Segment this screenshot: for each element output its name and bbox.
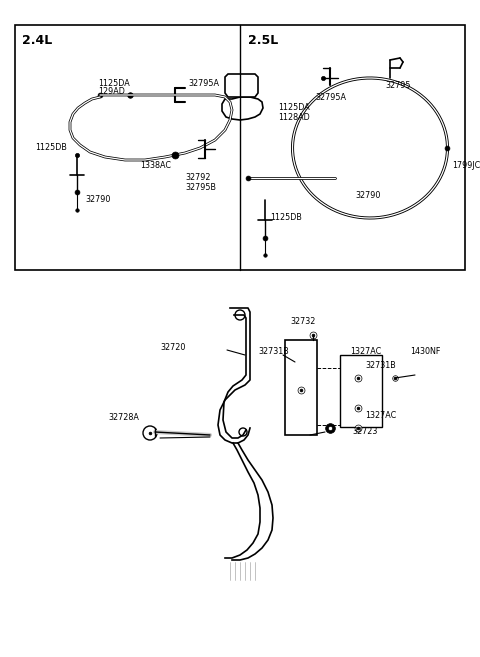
Text: 1125DB: 1125DB bbox=[35, 143, 67, 152]
Text: 32790: 32790 bbox=[355, 191, 380, 200]
Bar bbox=[15, 25, 465, 270]
Text: 32728A: 32728A bbox=[108, 413, 139, 422]
Text: 2.4L: 2.4L bbox=[22, 34, 52, 47]
Text: 1125DA: 1125DA bbox=[98, 78, 130, 87]
Text: 1125DB: 1125DB bbox=[270, 214, 302, 223]
Text: 2.5L: 2.5L bbox=[248, 34, 278, 47]
Text: 1338AC: 1338AC bbox=[140, 160, 171, 170]
Text: 1327AC: 1327AC bbox=[350, 348, 381, 357]
Text: 32732: 32732 bbox=[290, 317, 315, 327]
Text: 1125DA: 1125DA bbox=[278, 104, 310, 112]
Text: 32795A: 32795A bbox=[188, 78, 219, 87]
Text: 32792: 32792 bbox=[185, 173, 211, 183]
Text: 32795B: 32795B bbox=[185, 183, 216, 193]
Text: 32795A: 32795A bbox=[315, 93, 346, 102]
Text: 129AD: 129AD bbox=[98, 87, 125, 97]
Text: 32723: 32723 bbox=[352, 428, 377, 436]
Text: 32731B: 32731B bbox=[258, 348, 289, 357]
Polygon shape bbox=[225, 74, 258, 97]
Text: 32795: 32795 bbox=[385, 81, 410, 89]
Text: 1327AC: 1327AC bbox=[365, 411, 396, 420]
Text: 1799JC: 1799JC bbox=[452, 160, 480, 170]
Bar bbox=[285, 340, 317, 435]
Text: 1430NF: 1430NF bbox=[410, 348, 440, 357]
Bar bbox=[340, 355, 382, 427]
Text: 32790: 32790 bbox=[85, 196, 110, 204]
Text: 32720: 32720 bbox=[160, 344, 185, 353]
Circle shape bbox=[143, 426, 157, 440]
Text: 32731B: 32731B bbox=[365, 361, 396, 369]
Text: 1128AD: 1128AD bbox=[278, 114, 310, 122]
